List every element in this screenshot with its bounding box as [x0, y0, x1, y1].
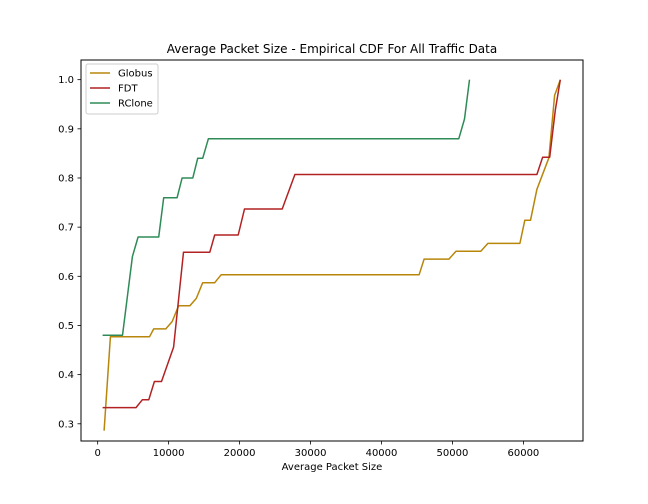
y-tick-label: 0.4	[58, 370, 74, 381]
series-line-fdt	[102, 79, 562, 409]
x-tick-label: 50000	[437, 448, 469, 459]
legend-label-globus: Globus	[118, 69, 153, 80]
y-axis-ticks: 0.3 0.4 0.5 0.6 0.7 0.8 0.9 1.0	[58, 75, 81, 430]
y-tick-label: 0.8	[58, 173, 74, 184]
legend: Globus FDT RClone	[85, 63, 159, 115]
x-tick-label: 0	[94, 448, 100, 459]
x-tick-label: 10000	[153, 448, 185, 459]
legend-box	[85, 63, 159, 115]
plot-lines	[102, 79, 562, 431]
y-tick-label: 0.6	[58, 272, 74, 283]
x-tick-label: 40000	[366, 448, 398, 459]
x-tick-label: 60000	[507, 448, 539, 459]
chart-title: Average Packet Size - Empirical CDF For …	[167, 42, 497, 56]
x-axis-ticks: 0 10000 20000 30000 40000 50000 60000	[94, 441, 539, 459]
x-tick-label: 20000	[224, 448, 256, 459]
plot-frame	[80, 59, 584, 442]
y-tick-label: 0.3	[58, 419, 74, 430]
x-tick-label: 30000	[295, 448, 327, 459]
series-line-rclone	[102, 79, 471, 337]
legend-label-fdt: FDT	[118, 84, 138, 95]
y-tick-label: 0.5	[58, 321, 74, 332]
legend-label-rclone: RClone	[118, 99, 153, 110]
x-axis-label: Average Packet Size	[282, 462, 383, 473]
series-line-globus	[103, 79, 562, 431]
y-tick-label: 0.9	[58, 124, 74, 135]
y-tick-label: 1.0	[58, 75, 74, 86]
y-tick-label: 0.7	[58, 223, 74, 234]
